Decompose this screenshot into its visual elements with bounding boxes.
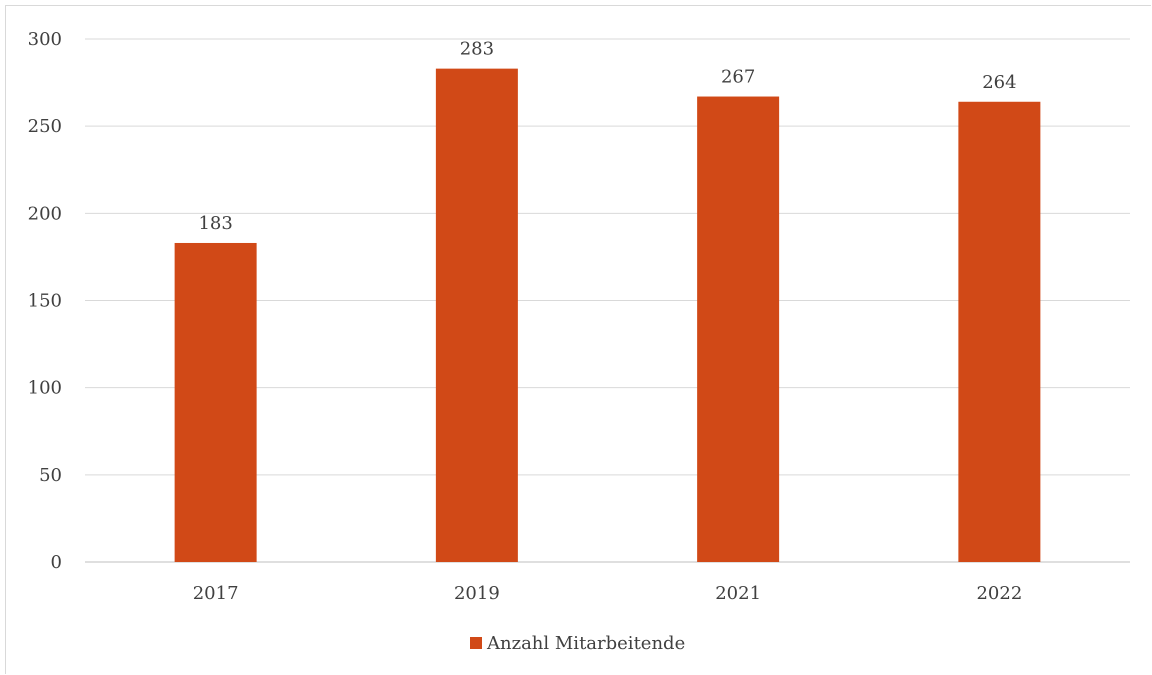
- x-tick-label: 2021: [715, 583, 761, 604]
- legend: Anzahl Mitarbeitende: [470, 633, 685, 654]
- gridlines: [85, 38, 1130, 563]
- y-tick-label: 100: [28, 378, 62, 399]
- data-labels: 183 283 267 264: [198, 39, 1016, 234]
- data-label: 283: [460, 39, 494, 60]
- bars: [174, 68, 1041, 563]
- bar: [958, 101, 1041, 562]
- x-tick-label: 2022: [976, 583, 1022, 604]
- legend-label: Anzahl Mitarbeitende: [486, 633, 685, 654]
- x-tick-label: 2019: [454, 583, 500, 604]
- data-label: 264: [982, 72, 1016, 93]
- y-tick-label: 200: [28, 203, 62, 224]
- y-tick-label: 250: [28, 116, 62, 137]
- bar: [435, 68, 518, 563]
- y-tick-label: 150: [28, 291, 62, 312]
- y-tick-label: 300: [28, 29, 62, 50]
- bar: [697, 96, 780, 562]
- bar: [174, 242, 257, 562]
- data-label: 267: [721, 67, 755, 88]
- data-label: 183: [198, 213, 232, 234]
- y-tick-label: 50: [39, 465, 62, 486]
- legend-swatch: [470, 637, 482, 649]
- y-tick-label: 0: [51, 552, 62, 573]
- x-axis-tick-labels: 2017 2019 2021 2022: [193, 583, 1023, 604]
- x-tick-label: 2017: [193, 583, 239, 604]
- y-axis-tick-labels: 0 50 100 150 200 250 300: [28, 29, 62, 573]
